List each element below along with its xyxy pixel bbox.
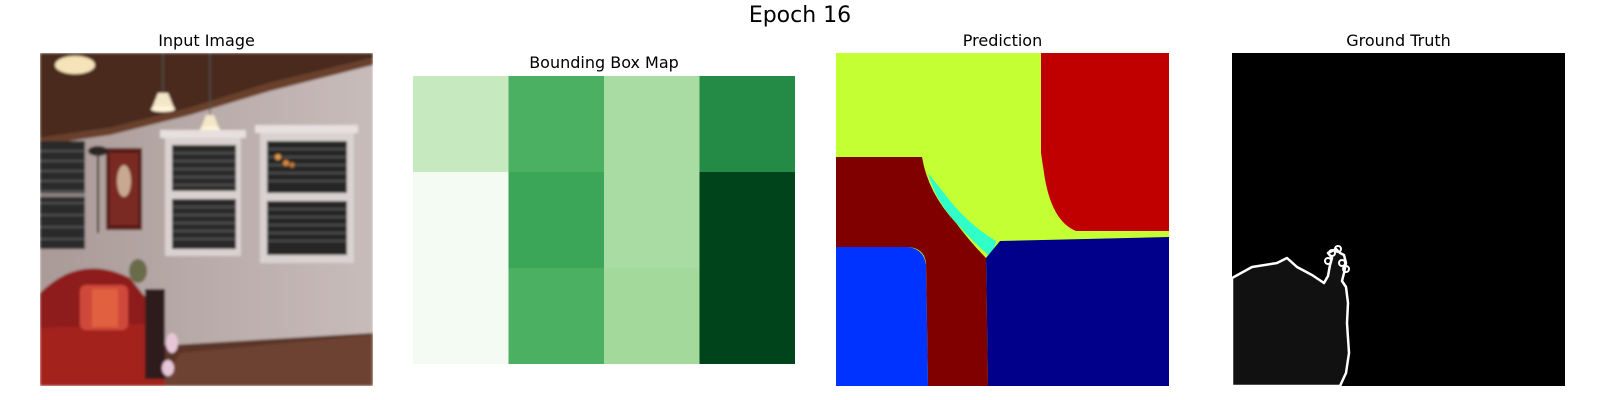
prediction-region-blue [836, 247, 928, 386]
prediction-image [836, 53, 1169, 386]
prediction-region-darkred [836, 157, 988, 386]
heatmap-cell-r2-c3 [699, 268, 795, 364]
ground-truth-mask [1232, 247, 1351, 386]
heatmap-cell-r2-c2 [604, 268, 700, 364]
ground-truth-image [1232, 53, 1565, 386]
prediction-title: Prediction [962, 31, 1043, 50]
heatmap-cell-r0-c0 [413, 76, 509, 173]
heatmap-cell-r2-c0 [413, 268, 509, 364]
input-image-title: Input Image [158, 31, 255, 50]
heatmap-cell-r1-c0 [413, 172, 509, 269]
heatmap-cell-r2-c1 [508, 268, 605, 364]
heatmap-cell-r0-c1 [508, 76, 605, 173]
ground-truth-title: Ground Truth [1346, 31, 1451, 50]
prediction-region-navy [986, 237, 1169, 386]
heatmap-cell-r1-c2 [604, 172, 700, 269]
bbox-map-title: Bounding Box Map [529, 53, 679, 72]
heatmap-cell-r1-c1 [508, 172, 605, 269]
heatmap-cell-r1-c3 [699, 172, 795, 269]
figure-title: Epoch 16 [748, 3, 852, 28]
ground-truth-plant-outline [1324, 245, 1350, 273]
prediction-region-red [1041, 53, 1169, 231]
heatmap-cell-r0-c3 [699, 76, 795, 173]
heatmap-cell-r0-c2 [604, 76, 700, 173]
input-image [40, 53, 373, 386]
bbox-map-heatmap [413, 76, 795, 364]
prediction-region-cyan [928, 173, 996, 258]
